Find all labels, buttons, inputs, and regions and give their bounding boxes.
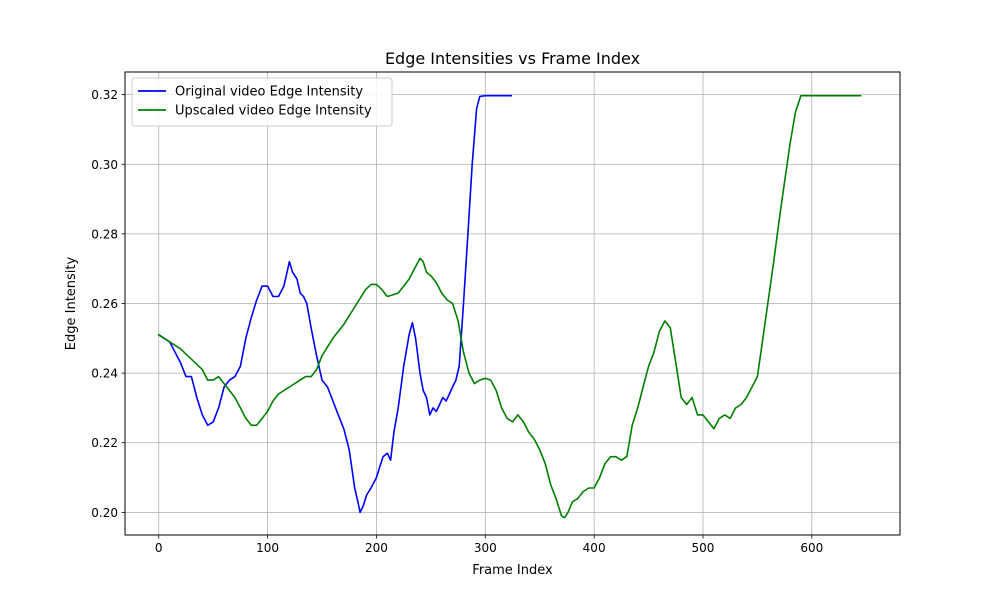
x-tick-label: 200	[365, 541, 388, 555]
series-layer	[157, 94, 862, 519]
y-tick-label: 0.30	[91, 158, 118, 172]
legend-label: Upscaled video Edge Intensity	[175, 104, 372, 119]
y-axis-label: Edge Intensity	[64, 256, 79, 350]
series-line-upscaled	[157, 94, 862, 519]
x-tick-label: 500	[692, 541, 715, 555]
x-tick-label: 100	[256, 541, 279, 555]
y-tick-label: 0.32	[91, 88, 118, 102]
x-tick-label: 0	[155, 541, 163, 555]
y-tick-label: 0.28	[91, 227, 118, 241]
legend: Original video Edge Intensity Upscaled vi…	[131, 77, 393, 127]
ticks-layer: 0 100 200 300 400 500 600 0.20 0.22 0.24 0.26 0.28 0…	[91, 88, 823, 555]
x-tick-label: 600	[800, 541, 823, 555]
grid-layer	[125, 72, 900, 535]
x-axis-label: Frame Index	[472, 563, 553, 578]
x-tick-label: 300	[474, 541, 497, 555]
series-line-original	[157, 94, 513, 514]
x-tick-label: 400	[583, 541, 606, 555]
chart-title: Edge Intensities vs Frame Index	[385, 49, 640, 68]
legend-label: Original video Edge Intensity	[175, 85, 363, 100]
y-tick-label: 0.26	[91, 297, 118, 311]
y-tick-label: 0.22	[91, 436, 118, 450]
y-tick-label: 0.24	[91, 367, 118, 381]
y-tick-label: 0.20	[91, 506, 118, 520]
legend-box	[131, 77, 393, 127]
